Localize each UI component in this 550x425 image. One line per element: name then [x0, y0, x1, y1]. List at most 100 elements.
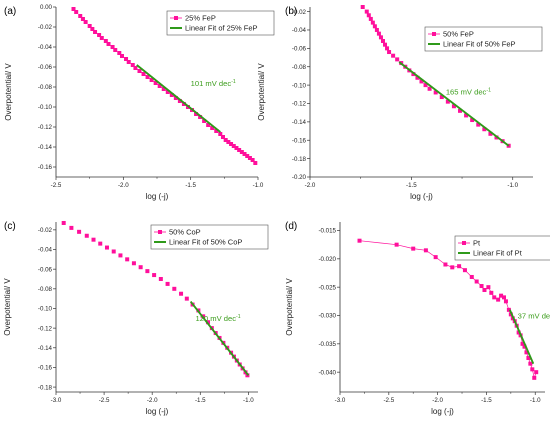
data-point	[141, 72, 146, 76]
data-point	[372, 24, 377, 29]
data-point	[61, 220, 66, 225]
data-point	[488, 131, 493, 136]
x-tick-label: -2.5	[383, 397, 394, 404]
x-axis-label: log (-j)	[146, 407, 169, 416]
y-tick-label: -0.10	[38, 104, 53, 111]
data-point	[387, 50, 392, 55]
x-axis-label: log (-j)	[431, 407, 454, 416]
data-point	[131, 261, 136, 266]
data-point	[394, 242, 399, 247]
data-point	[470, 118, 475, 123]
data-point	[145, 269, 150, 274]
data-point	[499, 293, 504, 298]
fit-line-overlay	[509, 309, 535, 364]
data-point	[380, 39, 385, 43]
x-tick-label: -1.0	[243, 397, 254, 404]
data-point	[157, 84, 162, 88]
y-tick-label: -0.14	[38, 345, 53, 352]
data-point	[445, 99, 450, 104]
y-tick-label: -0.08	[292, 64, 307, 71]
data-point	[153, 81, 158, 85]
data-point	[104, 245, 109, 250]
data-point	[530, 367, 535, 372]
legend-entry: Pt	[473, 239, 481, 248]
x-tick-label: -1.5	[481, 397, 492, 404]
x-tick-label: -1.0	[253, 182, 264, 189]
legend-swatch-marker	[174, 16, 178, 20]
y-tick-label: -0.04	[292, 27, 307, 34]
data-point	[378, 35, 383, 40]
data-point	[226, 140, 231, 144]
data-point	[242, 152, 247, 156]
data-point	[133, 66, 138, 70]
y-axis-label: Overpotential/ V	[4, 63, 13, 121]
legend-swatch-marker	[432, 32, 436, 36]
x-tick-label: -2.0	[118, 182, 129, 189]
data-point	[69, 225, 74, 230]
data-point	[205, 320, 210, 325]
chart-panel-2: (b) -2.0 -1.5 -1.0 -0.02 -0.04 -0.06 -0.08 -0.10…	[257, 5, 543, 201]
data-point	[423, 248, 428, 253]
data-point	[457, 264, 462, 269]
data-point	[443, 262, 448, 267]
legend-box	[454, 235, 550, 261]
y-tick-label: -0.08	[38, 84, 53, 91]
data-point	[423, 83, 428, 88]
legend-box	[166, 10, 275, 36]
y-axis-label: Overpotential/ V	[257, 63, 266, 121]
fit-line-overlay	[190, 301, 250, 376]
data-point	[87, 24, 92, 28]
x-tick-label: -3.0	[51, 397, 62, 404]
x-tick-label: -1.0	[507, 182, 518, 189]
data-point	[78, 14, 83, 18]
data-point	[526, 356, 531, 360]
data-point	[220, 135, 225, 139]
data-point	[486, 285, 491, 290]
data-point	[184, 296, 189, 301]
y-tick-label: -0.16	[38, 365, 53, 372]
legend-box	[424, 26, 543, 52]
y-tick-label: -0.14	[38, 144, 53, 151]
legend-swatch-marker	[158, 230, 162, 234]
data-point	[118, 253, 123, 258]
y-tick-label: -0.20	[292, 174, 307, 181]
y-tick-label: -0.14	[292, 119, 307, 126]
x-tick-label: -2.0	[305, 182, 316, 189]
x-axis-label: log (-j)	[410, 192, 433, 201]
data-point	[194, 112, 199, 116]
data-point	[482, 127, 487, 132]
chart-panel-1: (a) -2.5 -2.0 -1.5 -1.0 0.00 -0.02 -0.04 -0.06 -0…	[4, 4, 275, 201]
y-tick-label: -0.12	[38, 124, 53, 131]
data-point	[464, 113, 469, 118]
data-point	[534, 370, 539, 375]
data-point	[419, 79, 424, 84]
data-point	[415, 75, 420, 80]
legend-entry: Linear Fit of 25% FeP	[185, 24, 258, 33]
data-point	[152, 273, 157, 278]
data-point	[124, 57, 129, 61]
x-tick-label: -1.5	[185, 182, 196, 189]
legend-entry: 50% CoP	[169, 228, 201, 237]
data-point	[383, 42, 388, 47]
y-tick-label: -0.02	[38, 227, 53, 234]
data-point	[223, 138, 228, 142]
data-point	[149, 78, 154, 82]
data-point	[496, 297, 501, 302]
legend-entry: Linear Fit of Pt	[473, 249, 523, 258]
series-1	[360, 5, 511, 148]
legend-entry: Linear Fit of 50% FeP	[443, 40, 516, 49]
data-point	[130, 63, 135, 67]
y-tick-label: -0.040	[318, 369, 336, 376]
data-point	[450, 265, 455, 270]
data-point	[374, 27, 379, 32]
legend-swatch-marker	[462, 241, 466, 245]
y-axis-label: Overpotential/ V	[3, 278, 12, 336]
y-tick-label: -0.06	[38, 266, 53, 273]
data-point	[165, 281, 170, 286]
data-point	[370, 20, 375, 25]
data-point	[77, 229, 82, 234]
data-point	[218, 132, 223, 136]
